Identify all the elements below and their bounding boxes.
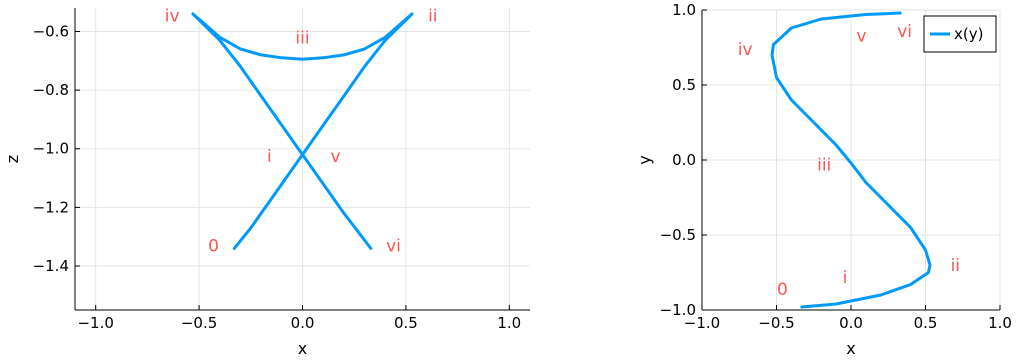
x-tick-label: −0.5: [181, 314, 217, 332]
x-tick-label: 1.0: [988, 314, 1012, 332]
y-tick-label: −1.4: [33, 257, 69, 275]
annotation-label: vi: [897, 22, 912, 42]
annotation-label: ii: [951, 256, 960, 276]
legend-entry: x(y): [954, 25, 983, 43]
x-tick-label: 0.5: [394, 314, 418, 332]
y-tick-label: −0.8: [33, 81, 69, 99]
x-tick-label: −1.0: [77, 314, 113, 332]
y-tick-label: −0.5: [660, 226, 696, 244]
x-tick-label: 0.0: [839, 314, 863, 332]
annotation-label: vi: [386, 236, 401, 256]
y-tick-label: −1.0: [33, 140, 69, 158]
y-tick-label: 0.5: [672, 76, 696, 94]
annotation-label: v: [856, 27, 866, 47]
annotation-label: iii: [817, 156, 831, 176]
y-tick-label: 1.0: [672, 1, 696, 19]
annotation-label: ii: [428, 6, 437, 26]
x-tick-label: −1.0: [684, 314, 720, 332]
annotation-label: v: [331, 147, 341, 167]
annotation-label: 0: [208, 236, 219, 256]
chart-2: −1.0 −0.5 0.0 0.5 1.0−1.0−0.50.00.51.0xy0iii…: [635, 1, 1012, 358]
x-tick-label: −0.5: [758, 314, 794, 332]
annotation-label: iii: [295, 28, 309, 48]
annotation-label: iv: [165, 6, 180, 26]
annotation-label: iv: [738, 40, 753, 60]
x-axis-label: x: [298, 339, 307, 358]
y-tick-label: −1.2: [33, 198, 69, 216]
chart-1: −1.0 −0.5 0.0 0.5 1.0 −1.4 −1.2 −1.0 −0.8 −0.6 x z 0…: [3, 6, 530, 358]
y-tick-label: −1.0: [660, 301, 696, 319]
annotation-label: i: [843, 268, 848, 288]
y-axis-label: z: [3, 155, 22, 163]
x-tick-label: 0.0: [291, 314, 315, 332]
series-line: [770, 11, 932, 309]
y-tick-label: −0.6: [33, 22, 69, 40]
annotation-label: 0: [777, 280, 788, 300]
x-axis-label: x: [846, 339, 855, 358]
y-tick-label: 0.0: [672, 151, 696, 169]
annotation-label: i: [267, 147, 272, 167]
y-axis-label: y: [635, 155, 654, 164]
series-line: [191, 12, 414, 250]
x-tick-label: 1.0: [497, 314, 521, 332]
x-tick-label: 0.5: [914, 314, 938, 332]
